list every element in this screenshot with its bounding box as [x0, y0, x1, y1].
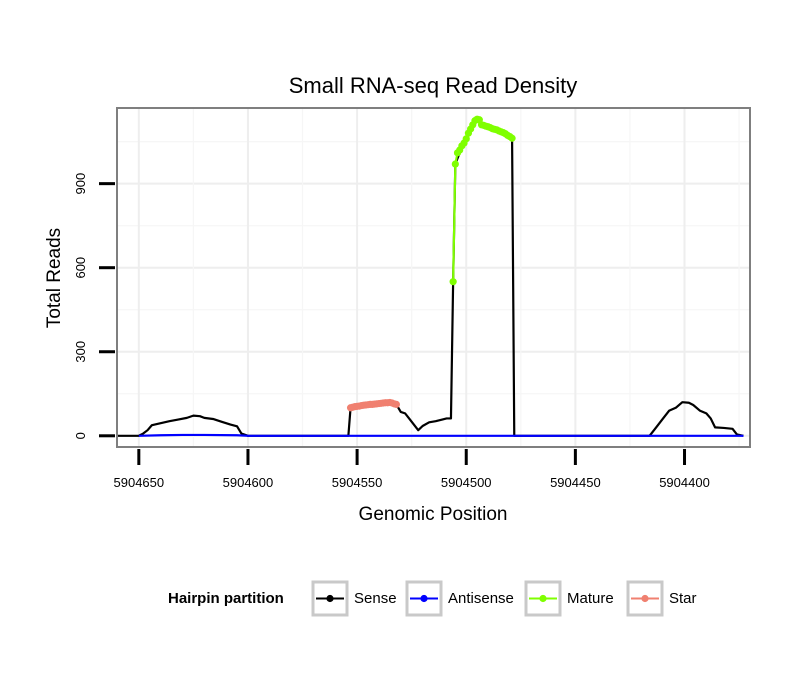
y-axis: 0 300 600 900: [73, 173, 115, 439]
data-point-mature: [462, 135, 470, 143]
legend-item-antisense: Antisense: [405, 580, 514, 617]
x-tick-label: 5904650: [114, 475, 165, 490]
legend-label-sense: Sense: [354, 590, 397, 607]
legend-item-sense: Sense: [311, 580, 397, 617]
grid-lines: [117, 108, 750, 447]
legend-item-mature: Mature: [524, 580, 614, 617]
data-point-mature: [508, 134, 516, 142]
legend-key-point-sense: [326, 594, 334, 603]
series-sense: [117, 118, 744, 437]
series-mature: [449, 115, 516, 286]
legend-key-point-mature: [539, 594, 547, 603]
series-layer: [117, 115, 744, 437]
legend-title: Hairpin partition: [168, 590, 284, 607]
series-star: [346, 398, 400, 412]
legend-key-point-antisense: [420, 594, 428, 603]
x-tick-label: 5904450: [550, 475, 601, 490]
data-point-mature: [449, 278, 457, 286]
legend-label-mature: Mature: [567, 590, 614, 607]
series-antisense: [138, 433, 744, 437]
data-point-mature: [451, 160, 459, 168]
legend-label-antisense: Antisense: [448, 590, 514, 607]
y-tick-label: 600: [73, 257, 88, 279]
x-tick-label: 5904400: [659, 475, 710, 490]
series-line-antisense: [138, 433, 744, 437]
y-tick-label: 900: [73, 173, 88, 195]
data-point-star: [392, 400, 400, 409]
series-line-sense: [117, 118, 744, 437]
legend: Hairpin partition Sense Antisense Mature St…: [168, 580, 697, 617]
y-tick-label: 300: [73, 341, 88, 363]
y-axis-title: Total Reads: [44, 228, 65, 328]
plot-background: [117, 108, 750, 447]
x-axis-title: Genomic Position: [359, 504, 508, 525]
plot-border: [116, 107, 751, 448]
plot-panel: [116, 107, 751, 448]
x-tick-label: 5904500: [441, 475, 492, 490]
y-tick-label: 0: [73, 432, 88, 439]
legend-key-point-star: [641, 594, 649, 603]
legend-item-star: Star: [626, 580, 697, 617]
legend-label-star: Star: [669, 590, 697, 607]
x-axis: 5904650 5904600 5904550 5904500 5904450 59044…: [114, 449, 710, 490]
chart-title: Small RNA-seq Read Density: [289, 73, 578, 98]
x-tick-label: 5904550: [332, 475, 383, 490]
x-tick-label: 5904600: [223, 475, 274, 490]
